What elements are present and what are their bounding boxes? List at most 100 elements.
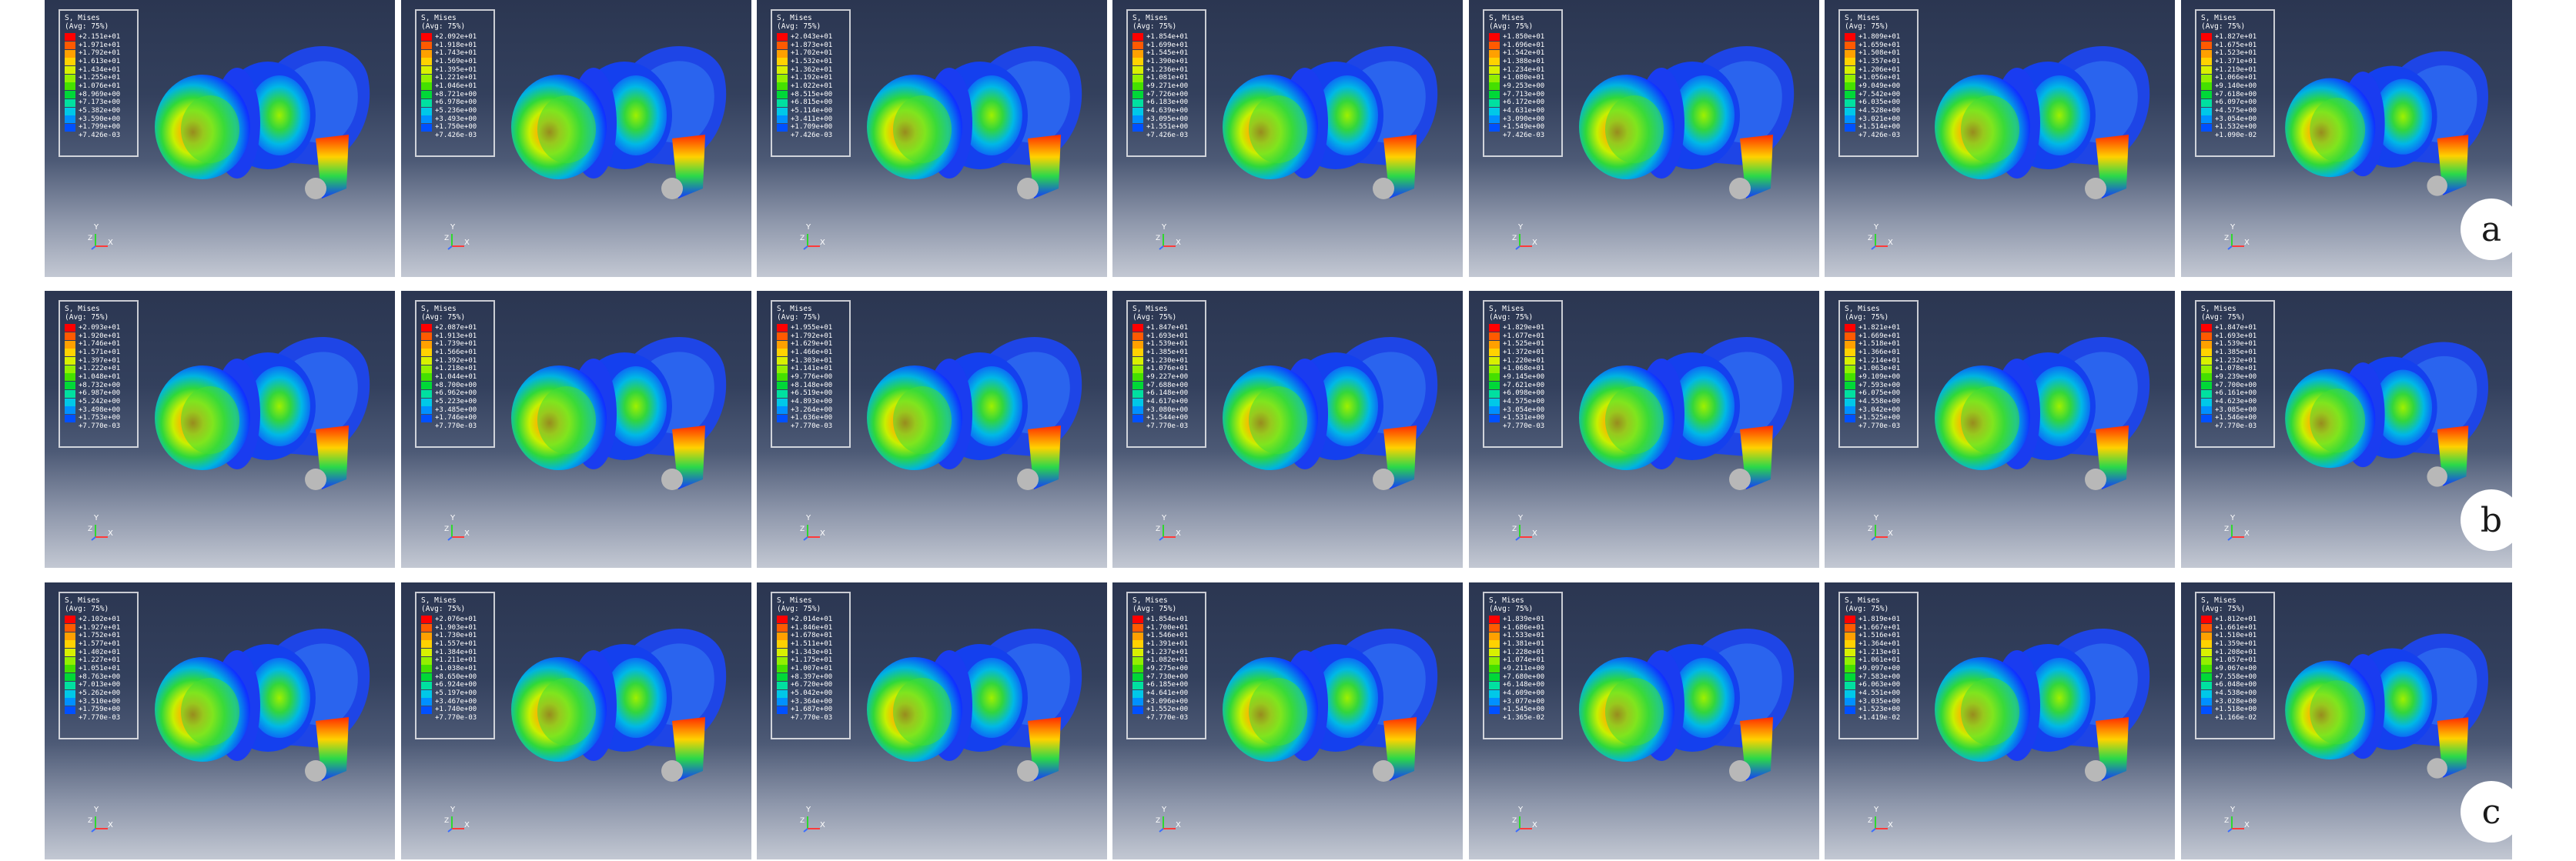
- model-view: [155, 628, 370, 782]
- legend-entry: +6.962e+00: [421, 389, 489, 399]
- legend-value: +1.531e+00: [1503, 414, 1545, 422]
- legend-title: S, Mises: [1132, 305, 1168, 313]
- legend-swatch: [65, 389, 75, 398]
- legend-entry: +2.043e+01: [777, 33, 845, 42]
- legend-value: +7.426e-03: [435, 132, 477, 140]
- legend-value: +6.161e+00: [2215, 389, 2257, 398]
- stress-panel: S, Mises (Avg: 75%) +2.092e+01 +1.918e+01 +1…: [401, 0, 751, 277]
- legend-swatch: [1132, 132, 1143, 140]
- axis-label-y: Y: [1518, 514, 1524, 522]
- legend-entry: +6.183e+00: [1132, 98, 1200, 108]
- legend-entry: +1.913e+01: [421, 332, 489, 341]
- stress-panel: S, Mises (Avg: 75%) +1.829e+01 +1.677e+01 +1…: [1469, 291, 1819, 568]
- legend-swatch: [1845, 365, 1855, 373]
- axis-label-x: X: [464, 529, 470, 538]
- legend-value: +1.357e+01: [1858, 57, 1901, 65]
- legend-swatch: [2201, 357, 2212, 365]
- legend-swatch: [65, 698, 75, 706]
- legend-swatch: [421, 115, 432, 124]
- legend-entry: +9.271e+00: [1132, 82, 1200, 91]
- legend-entry: +4.609e+00: [1489, 689, 1557, 698]
- stress-panel: S, Mises (Avg: 75%) +2.076e+01 +1.903e+01 +1…: [401, 582, 751, 859]
- legend-entry: +1.746e+00: [421, 414, 489, 423]
- legend-entry: +7.426e-03: [777, 132, 845, 140]
- legend-value: +1.903e+01: [435, 623, 477, 632]
- legend-swatch: [1489, 324, 1500, 332]
- legend-entry: +9.227e+00: [1132, 373, 1200, 382]
- axis-triad-icon: [91, 816, 108, 833]
- legend-entry: +8.515e+00: [777, 91, 845, 99]
- legend-swatch: [65, 115, 75, 124]
- legend-entry: +2.151e+01: [65, 33, 132, 42]
- legend-entry: +3.042e+00: [1845, 406, 1912, 415]
- legend-value: +6.075e+00: [1858, 389, 1901, 398]
- legend-entry: +1.434e+01: [65, 66, 132, 75]
- axis-label-x: X: [1176, 529, 1181, 538]
- legend-value: +1.364e+01: [1858, 639, 1901, 648]
- legend-value: +3.035e+00: [1858, 697, 1901, 706]
- legend-swatch: [2201, 689, 2212, 698]
- legend-entry: +7.593e+00: [1845, 382, 1912, 390]
- legend-swatch: [1132, 689, 1143, 698]
- legend-swatch: [1132, 349, 1143, 357]
- legend-swatch: [421, 82, 432, 91]
- legend-entry: +1.048e+01: [65, 373, 132, 382]
- model-view: [867, 336, 1082, 490]
- legend-swatch: [1132, 406, 1143, 415]
- legend-value: +1.234e+01: [1503, 65, 1545, 74]
- legend-entry: +7.770e-03: [1489, 422, 1557, 431]
- legend-value: +1.525e+00: [1858, 414, 1901, 422]
- stress-panel: S, Mises (Avg: 75%) +1.839e+01 +1.686e+01 +1…: [1469, 582, 1819, 859]
- legend-swatch: [65, 414, 75, 422]
- legend-entry: +1.237e+01: [1132, 649, 1200, 657]
- legend-value: +1.038e+01: [435, 664, 477, 672]
- legend-swatch: [421, 132, 432, 140]
- axis-label-x: X: [2244, 821, 2250, 829]
- legend-value: +1.397e+01: [79, 356, 121, 365]
- legend-value: +1.221e+01: [435, 74, 477, 82]
- legend-value: +1.516e+01: [1858, 632, 1901, 640]
- legend-swatch: [65, 365, 75, 373]
- legend-value: +1.546e+01: [1146, 632, 1189, 640]
- legend-entry: +4.551e+00: [1845, 689, 1912, 698]
- legend-value: +3.028e+00: [2215, 697, 2257, 706]
- legend-averaging: (Avg: 75%): [1489, 605, 1534, 613]
- legend-title: S, Mises: [1132, 596, 1168, 605]
- legend-entry: +1.219e+01: [2201, 66, 2269, 75]
- legend-value: +6.048e+00: [2215, 681, 2257, 689]
- legend-entry: +2.092e+01: [421, 33, 489, 42]
- legend-entry: +1.061e+01: [1845, 656, 1912, 665]
- contour-legend: S, Mises (Avg: 75%) +2.102e+01 +1.927e+01 +1…: [59, 592, 139, 739]
- legend-value: +8.397e+00: [791, 672, 833, 681]
- legend-entry: +1.523e+00: [1845, 706, 1912, 715]
- legend-value: +1.839e+01: [1503, 615, 1545, 623]
- legend-value: +8.700e+00: [435, 381, 477, 389]
- legend-entry: +1.082e+01: [1132, 656, 1200, 665]
- legend-entry: +1.074e+01: [1489, 656, 1557, 665]
- legend-entry: +7.770e-03: [421, 422, 489, 431]
- legend-entry: +1.709e+00: [777, 123, 845, 132]
- legend-value: +1.076e+01: [1146, 365, 1189, 373]
- legend-value: +6.720e+00: [791, 681, 833, 689]
- legend-entry: +7.426e-03: [1489, 132, 1557, 140]
- legend-entry: +9.097e+00: [1845, 665, 1912, 673]
- fea-model: [1935, 628, 2150, 782]
- legend-value: +4.538e+00: [2215, 689, 2257, 698]
- legend-entry: +1.812e+01: [2201, 616, 2269, 624]
- legend-swatch: [421, 357, 432, 365]
- legend-entry: +6.815e+00: [777, 98, 845, 108]
- legend-entry: +5.242e+00: [65, 398, 132, 406]
- legend-value: +5.042e+00: [791, 689, 833, 698]
- legend-entry: +1.206e+01: [1845, 66, 1912, 75]
- contour-legend: S, Mises (Avg: 75%) +1.955e+01 +1.792e+01 +1…: [771, 300, 851, 448]
- legend-entry: +6.148e+00: [1132, 389, 1200, 399]
- legend-swatch: [1132, 698, 1143, 706]
- legend-swatch: [1845, 706, 1855, 714]
- legend-value: +1.854e+01: [1146, 32, 1189, 41]
- legend-entry: +7.173e+00: [65, 98, 132, 108]
- fea-model: [155, 336, 370, 490]
- legend-swatch: [421, 340, 432, 349]
- legend-value: +1.236e+01: [1146, 65, 1189, 74]
- legend-value: +7.618e+00: [2215, 90, 2257, 98]
- stress-panel: S, Mises (Avg: 75%) +1.854e+01 +1.700e+01 +1…: [1112, 582, 1463, 859]
